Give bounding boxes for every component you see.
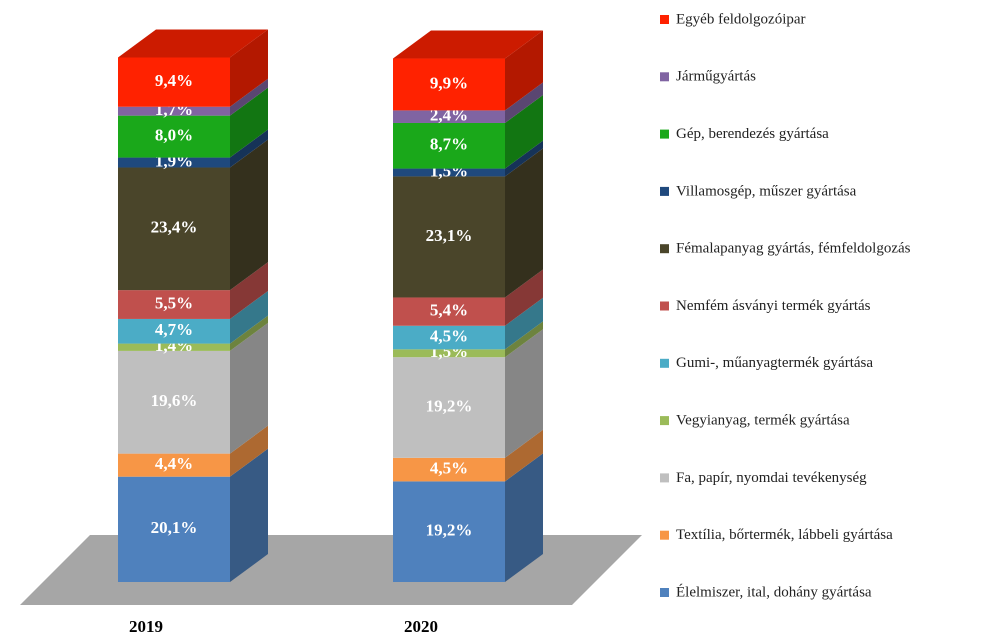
bar-side [505,82,543,123]
bar-side [505,321,543,358]
bar-side [230,139,268,291]
bar-side [505,269,543,326]
bar-side [230,129,268,168]
bar-side [505,30,543,111]
bar [393,297,505,326]
bar [118,167,230,291]
bar-side [230,29,268,107]
value-label: 8,7% [430,135,468,154]
legend-swatch [660,473,669,483]
value-label: 5,4% [430,301,468,320]
value-label: 9,4% [155,71,193,90]
legend-swatch [660,588,669,597]
bar [118,115,230,158]
legend-swatch [660,244,669,254]
value-label: 9,9% [430,73,468,92]
bar [118,318,230,344]
x-tick-label: 2020 [404,617,438,636]
bar [393,58,505,111]
bar [118,57,230,107]
bar-side [505,297,543,350]
bar [118,476,230,582]
legend-label: Fémalapanyag gyártás, fémfeldolgozás [676,241,911,257]
value-label: 23,1% [426,226,473,245]
value-label: 4,5% [430,459,468,478]
value-label: 19,2% [426,396,473,415]
bar-side [230,448,268,582]
bar [118,350,230,454]
bar-side [505,453,543,582]
bar-top [118,29,268,58]
legend-label: Nemfém ásványi termék gyártás [676,298,871,314]
bar [118,343,230,351]
bar [393,168,505,177]
bar-side [230,290,268,344]
legend-swatch [660,72,669,82]
floor [20,535,642,605]
value-label: 19,6% [151,391,198,410]
value-label: 8,0% [155,126,193,145]
legend-swatch [660,530,669,540]
bar-side [230,78,268,116]
bar [393,457,505,482]
value-label: 5,5% [155,293,193,312]
legend-swatch [660,186,669,196]
legend-label: Vegyianyag, termék gyártása [676,413,850,429]
legend-swatch [660,301,669,311]
bar-side [230,315,268,351]
value-label: 19,2% [426,521,473,540]
x-tick-label: 2019 [129,617,163,636]
bar-side [505,140,543,177]
bar-side [230,87,268,158]
bar-top [393,30,543,59]
legend-label: Fa, papír, nyomdai tevékenység [676,470,867,486]
value-label: 4,5% [430,326,468,345]
legend-label: Villamosgép, műszer gyártása [676,183,857,199]
legend-label: Textília, bőrtermék, lábbeli gyártása [676,527,893,543]
bar-side [505,148,543,298]
legend-swatch [660,129,669,139]
bar [393,357,505,458]
bar [118,157,230,168]
legend-label: Egyéb feldolgozóipar [676,11,806,27]
legend-label: Járműgyártás [676,69,756,85]
bar [118,453,230,477]
value-label: 20,1% [151,518,198,537]
bar [393,481,505,582]
bar-side [505,429,543,482]
legend-label: Gép, berendezés gyártása [676,126,829,142]
bar [393,349,505,358]
value-label: 23,4% [151,218,198,237]
legend-label: Gumi-, műanyagtermék gyártása [676,355,873,371]
legend-swatch [660,15,669,24]
bar [393,176,505,298]
value-label: 4,4% [155,454,193,473]
bar-side [230,322,268,454]
bar-side [505,329,543,458]
bar [393,110,505,123]
bar-side [505,94,543,169]
legend-label: Élelmiszer, ital, dohány gyártása [676,583,872,600]
bar-side [230,425,268,477]
bar [118,290,230,319]
bar [393,122,505,169]
bar [118,106,230,116]
value-label: 4,7% [155,320,193,339]
legend-swatch [660,416,669,426]
bar [393,325,505,350]
legend-swatch [660,358,669,368]
bar-side [230,262,268,319]
